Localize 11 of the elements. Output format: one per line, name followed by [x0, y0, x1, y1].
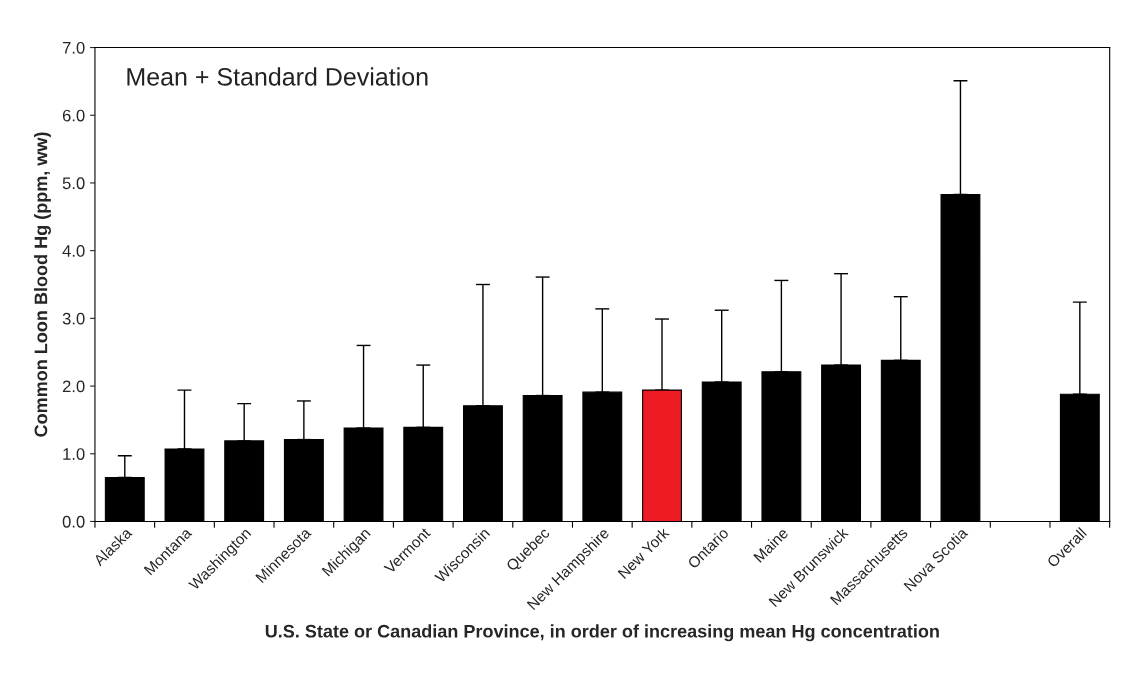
- y-axis-title: Common Loon Blood Hg (ppm, ww): [34, 132, 51, 437]
- y-tick-label: 6.0: [62, 109, 85, 122]
- y-tick-label: 5.0: [62, 177, 85, 190]
- y-tick-label: 0.0: [62, 515, 85, 528]
- x-axis-title: U.S. State or Canadian Province, in order of increasing mean Hg concentration: [265, 624, 939, 642]
- y-tick-label: 2.0: [62, 380, 85, 393]
- y-tick-label: 3.0: [62, 312, 85, 325]
- annotation: Mean + Standard Deviation: [127, 67, 428, 86]
- y-tick-label: 4.0: [62, 245, 85, 257]
- y-tick-label: 7.0: [62, 41, 85, 54]
- y-tick-label: 1.0: [63, 448, 85, 460]
